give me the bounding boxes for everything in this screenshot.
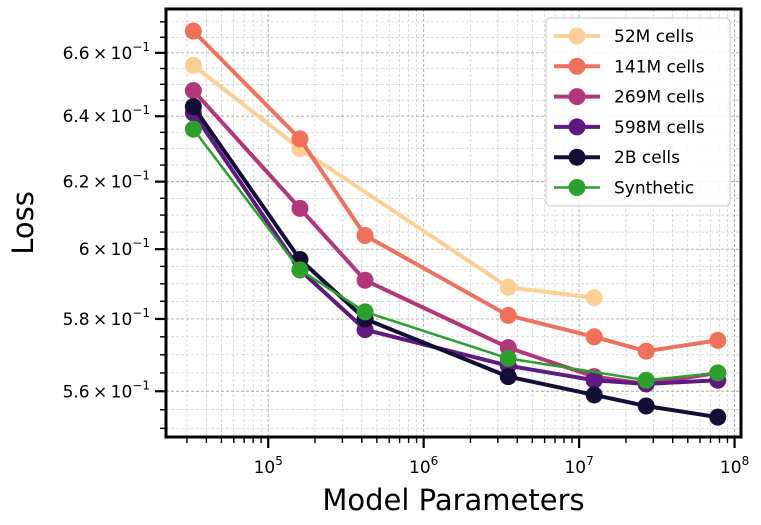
legend-marker [568,88,586,106]
legend-marker [568,118,586,136]
x-tick-label: 108 [720,454,749,478]
x-tick-label: 105 [254,454,283,478]
series-layer [184,22,727,426]
series-line [192,128,718,382]
data-point [637,342,655,360]
data-point [637,371,655,389]
y-tick-label: 5.6 × 10−1 [63,378,150,402]
data-point [499,306,517,324]
data-point [499,349,517,367]
x-axis-title: Model Parameters [322,483,584,517]
legend-entry: 2B cells [554,148,680,168]
data-point [709,364,727,382]
data-point [184,22,202,40]
legend-label: 598M cells [614,118,705,138]
data-point [356,271,374,289]
data-point [499,368,517,386]
legend-entry: 269M cells [554,88,705,108]
legend: 52M cells 141M cells 269M cells 598M cells 2… [545,17,731,207]
legend-marker [568,27,586,45]
x-tick-label: 106 [409,454,438,478]
data-point [585,289,603,307]
y-axis-title: Loss [6,191,40,255]
data-point [291,130,309,148]
legend-marker [568,148,586,166]
data-point [291,199,309,217]
y-tick-label: 6.4 × 10−1 [63,103,150,127]
legend-marker [568,179,586,196]
axis-ticks [155,21,736,448]
data-point [184,98,202,116]
data-point [585,386,603,404]
axis-tick-labels: 105 106 107 108 5.6 × 10−1 5.8 × 10−1 6 × 10−1… [63,40,750,478]
x-tick-label: 107 [564,454,593,478]
data-point [709,331,727,349]
series-52m-cells [184,56,603,307]
data-point [184,82,202,100]
series-synthetic [184,120,727,389]
data-point [356,303,374,321]
data-point [291,261,309,279]
y-tick-label: 6.6 × 10−1 [63,40,150,64]
data-point [585,371,603,389]
data-point [356,226,374,244]
data-point [184,120,202,138]
legend-label: 269M cells [614,88,705,108]
legend-entry: Synthetic [554,179,694,199]
legend-label: Synthetic [614,179,694,199]
legend-entry: 141M cells [554,57,705,77]
legend-label: 52M cells [614,27,694,47]
data-point [585,328,603,346]
plot-frame [164,7,743,439]
data-point [637,397,655,415]
legend-label: 141M cells [614,57,705,77]
legend-label: 2B cells [614,148,680,168]
y-tick-label: 6 × 10−1 [79,236,150,260]
series-2b-cells [184,98,727,426]
y-tick-label: 5.8 × 10−1 [63,306,150,330]
series-line [192,63,595,300]
data-point [184,56,202,74]
data-point [499,278,517,296]
series-141m-cells [184,22,727,360]
legend-marker [568,57,586,75]
y-tick-label: 6.2 × 10−1 [63,169,150,193]
legend-entry: 598M cells [554,118,705,138]
data-point [709,408,727,426]
legend-entry: 52M cells [554,27,694,47]
